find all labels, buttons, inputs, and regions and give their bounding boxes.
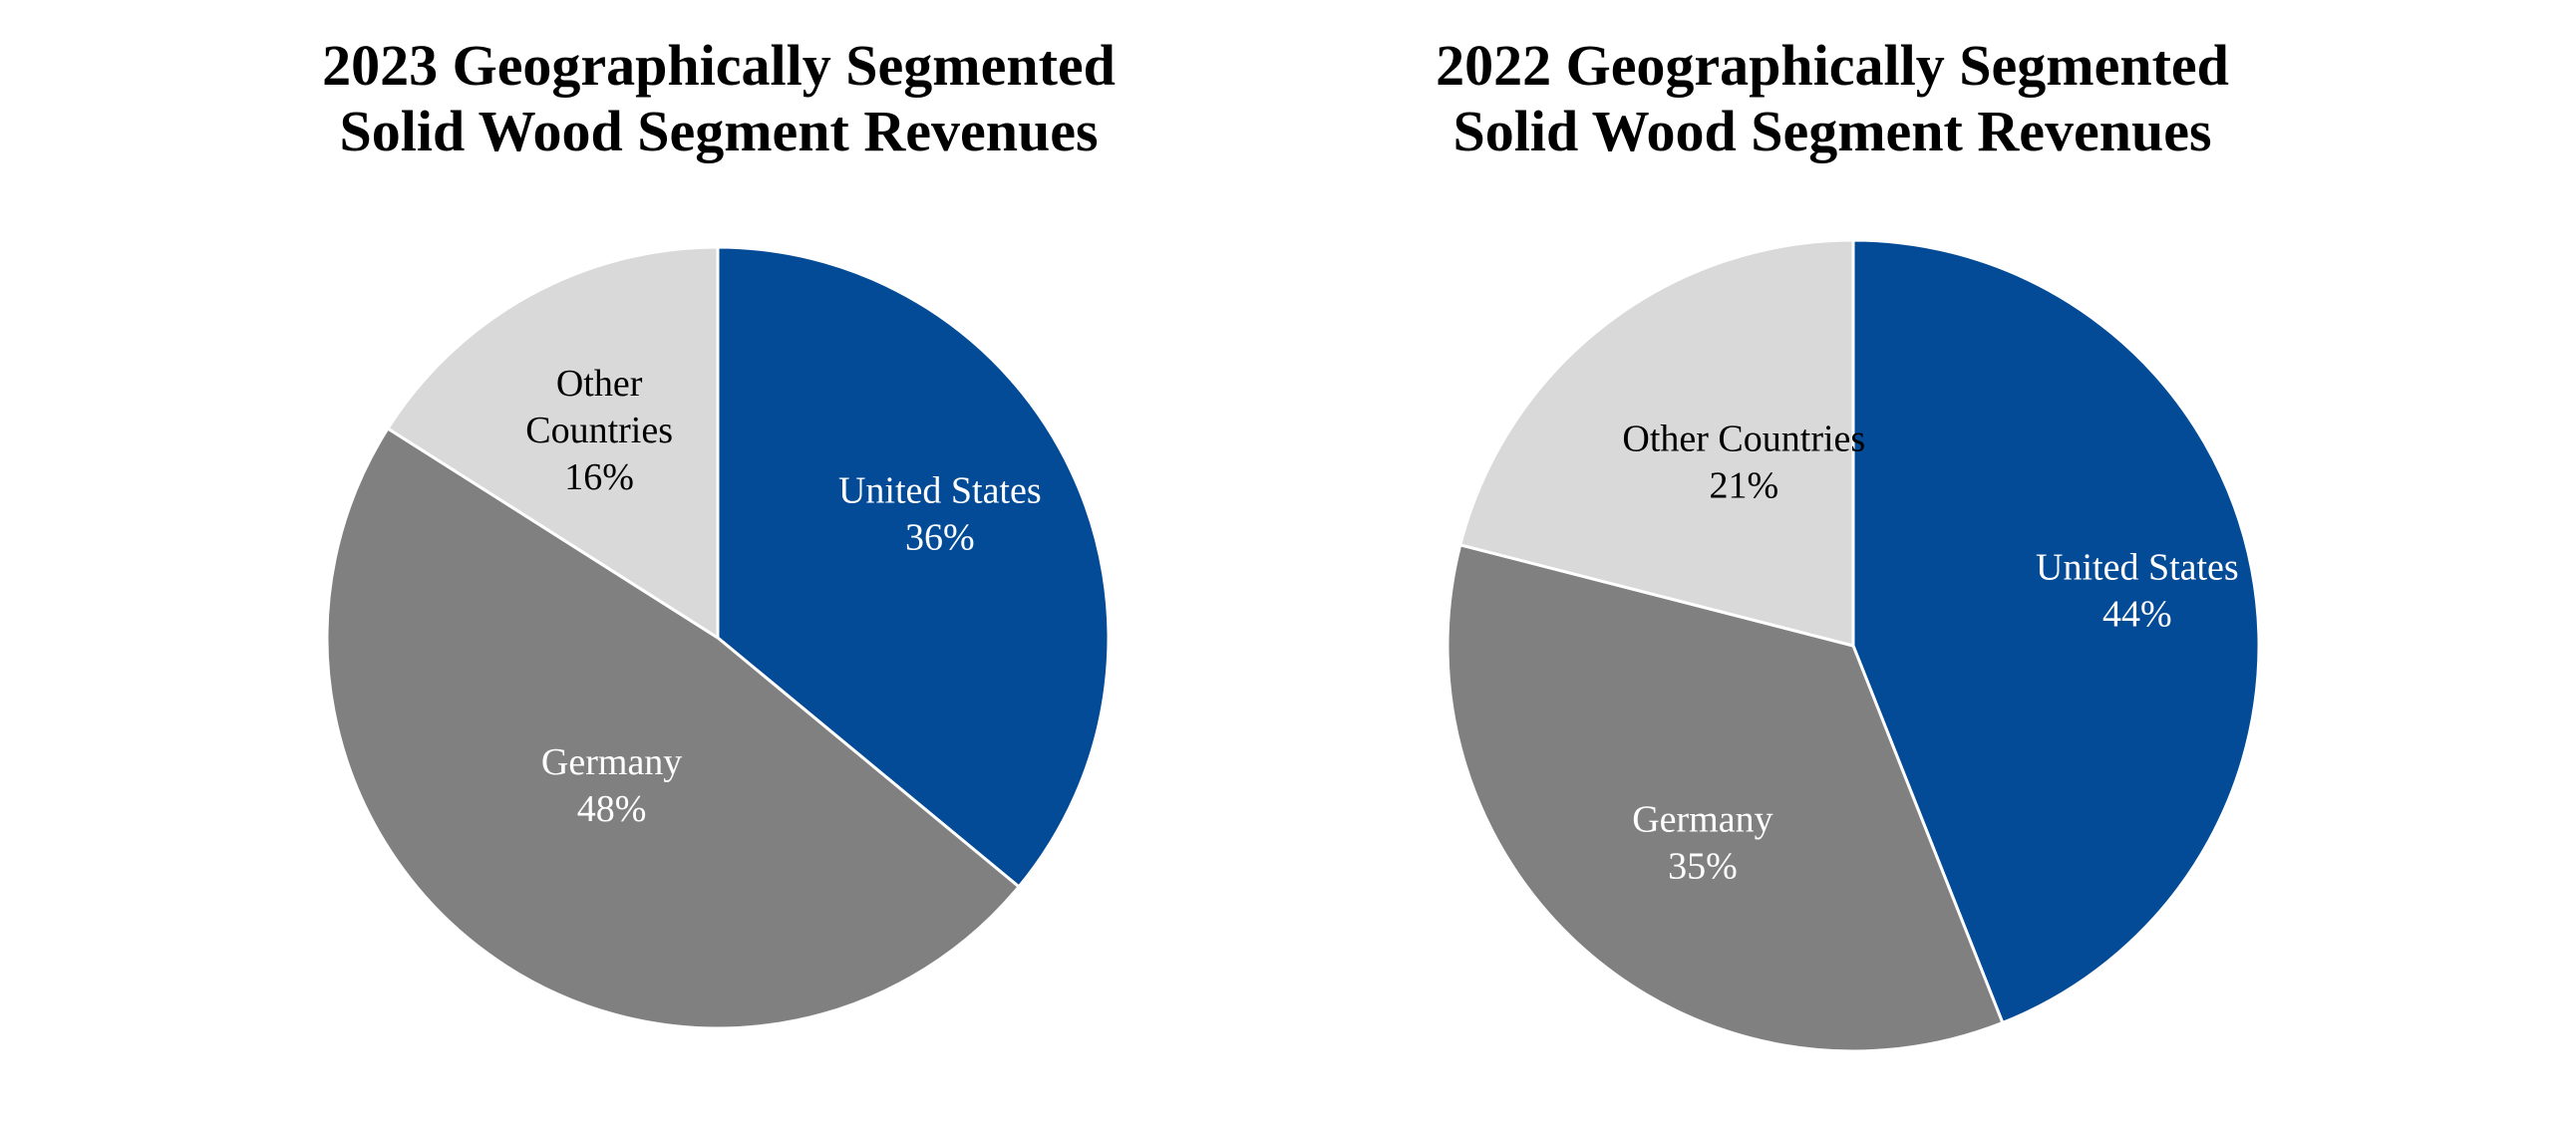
pie-slice-germany: [1446, 543, 2005, 1053]
pie-chart-2023: 2023 Geographically Segmented Solid Wood…: [322, 33, 1116, 1030]
slice-label-line: 36%: [905, 516, 975, 558]
pie-slice-germany: [325, 426, 1021, 1030]
pie-slice-united-states: [1851, 238, 2261, 1024]
chart-title-2022: 2022 Geographically Segmented Solid Wood…: [1188, 33, 2476, 164]
slice-label-united-states: United States 36%: [838, 469, 1042, 558]
slice-label-line: 16%: [564, 456, 634, 498]
slice-label-line: United States: [838, 469, 1042, 511]
slice-label-line: United States: [2036, 547, 2239, 589]
slice-label-line: 21%: [1709, 464, 1778, 506]
pie-plot-2023: United States 36% Germany 48% Other Countries…: [325, 245, 1111, 1030]
pie-plot-2022: United States 44% Germany 35% Other Countrie…: [1446, 238, 2261, 1053]
chart-title-line-1: 2022 Geographically Segmented: [1436, 33, 2229, 98]
slice-label-line: Countries: [525, 410, 673, 451]
pie-slice-united-states: [716, 245, 1111, 889]
slice-label-line: 35%: [1668, 846, 1738, 888]
slice-label-line: Other Countries: [1622, 418, 1865, 459]
slice-label-line: Germany: [541, 741, 682, 783]
pie-slice-other-countries: [386, 245, 720, 640]
chart-title-line-2: Solid Wood Segment Revenues: [339, 99, 1099, 163]
slice-label-line: 48%: [577, 788, 647, 830]
slice-label-germany: Germany 48%: [541, 741, 682, 830]
chart-title-line-2: Solid Wood Segment Revenues: [1452, 99, 2212, 163]
slice-label-other-countries: Other Countries 16%: [525, 363, 673, 498]
chart-title-2023: 2023 Geographically Segmented Solid Wood…: [75, 33, 1363, 164]
chart-title-line-1: 2023 Geographically Segmented: [322, 33, 1116, 98]
pie-chart-2022: 2022 Geographically Segmented Solid Wood…: [1288, 0, 2576, 1130]
slice-label-united-states: United States 44%: [2036, 547, 2239, 636]
slice-label-line: Germany: [1632, 799, 1772, 841]
pie-slice-other-countries: [1458, 238, 1855, 648]
slice-label-germany: Germany 35%: [1632, 799, 1772, 888]
slice-label-other-countries: Other Countries 21%: [1622, 418, 1865, 506]
slice-label-line: Other: [556, 363, 643, 405]
slice-label-line: 44%: [2102, 594, 2172, 636]
